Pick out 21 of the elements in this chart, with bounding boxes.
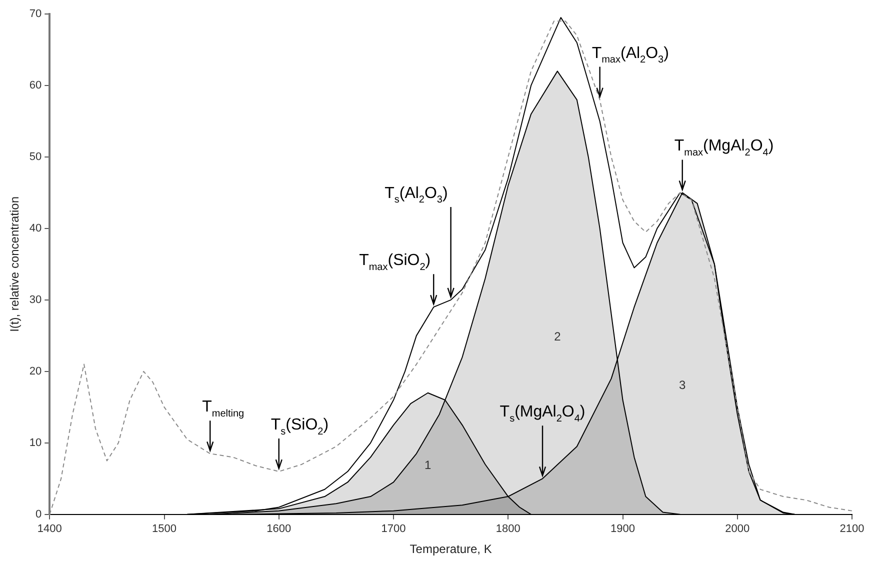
x-axis-title: Temperature, K xyxy=(410,542,492,556)
y-tick-label: 50 xyxy=(29,151,42,164)
x-tick-label: 1800 xyxy=(496,523,520,536)
y-tick-label: 0 xyxy=(36,508,42,520)
series-label: 2 xyxy=(554,329,562,344)
y-tick-label: 10 xyxy=(29,436,42,449)
x-tick-label: 2000 xyxy=(725,523,750,536)
series-label: 3 xyxy=(679,378,686,392)
y-tick-label: 20 xyxy=(29,365,42,378)
x-tick-label: 2100 xyxy=(840,523,864,536)
x-tick-label: 1500 xyxy=(152,523,176,536)
x-tick-label: 1900 xyxy=(610,523,635,536)
series-label: 1 xyxy=(424,458,432,472)
y-tick-label: 40 xyxy=(29,222,42,234)
y-tick-label: 60 xyxy=(29,80,42,92)
x-tick-label: 1700 xyxy=(381,523,406,536)
y-tick-label: 30 xyxy=(29,294,42,306)
y-axis-title: I(t), relative concentration xyxy=(8,196,22,332)
x-tick-label: 1600 xyxy=(266,523,292,536)
x-tick-label: 1400 xyxy=(37,523,62,536)
y-tick-label: 70 xyxy=(29,8,42,20)
